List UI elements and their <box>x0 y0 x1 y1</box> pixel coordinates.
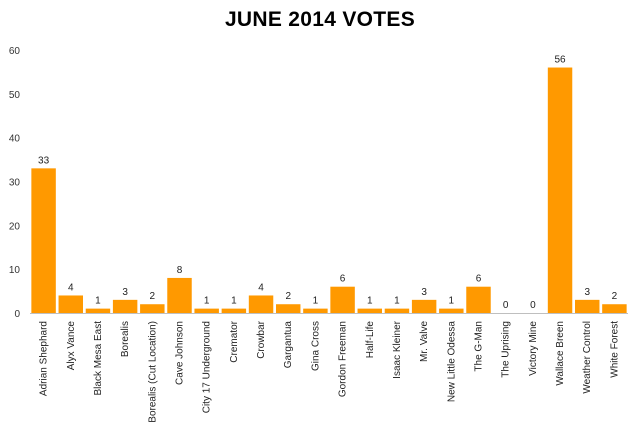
data-label: 0 <box>503 300 509 311</box>
x-tick-label: Gordon Freeman <box>338 321 349 397</box>
x-tick-label: Gina Cross <box>310 321 321 371</box>
x-tick-label: Half-Life <box>365 321 376 359</box>
x-tick-label: Borealis <box>120 321 131 357</box>
data-label: 1 <box>394 296 400 307</box>
bar <box>167 277 192 313</box>
data-label: 4 <box>68 282 74 293</box>
data-label: 1 <box>95 296 101 307</box>
bar <box>602 304 627 313</box>
y-axis: 0 10 20 30 40 50 60 <box>9 46 21 320</box>
x-tick-label: Mr. Valve <box>419 321 430 362</box>
bar <box>31 168 56 313</box>
x-tick-label: Borealis (Cut Location) <box>147 321 158 423</box>
data-label: 6 <box>476 274 482 285</box>
data-label: 1 <box>231 296 237 307</box>
x-tick-label: Weather Control <box>582 321 593 394</box>
data-label: 33 <box>38 155 50 166</box>
data-label: 8 <box>177 265 183 276</box>
bar <box>303 308 328 313</box>
data-label: 3 <box>421 287 427 298</box>
bar <box>547 67 573 313</box>
data-label: 4 <box>258 282 264 293</box>
bar <box>58 295 83 313</box>
data-label: 6 <box>340 274 346 285</box>
data-label: 2 <box>150 291 156 302</box>
data-label: 1 <box>204 296 210 307</box>
x-tick-label: Adrian Shephard <box>39 321 50 396</box>
y-tick-label: 10 <box>9 265 21 276</box>
data-label: 3 <box>122 287 128 298</box>
bar <box>112 299 138 313</box>
y-tick-label: 0 <box>14 309 20 320</box>
x-tick-label: The Uprising <box>501 321 512 378</box>
data-label: 1 <box>367 296 373 307</box>
data-label: 1 <box>449 296 455 307</box>
x-tick-label: Victory Mine <box>528 321 539 376</box>
x-tick-label: Alyx Vance <box>66 321 77 371</box>
x-tick-label: The G-Man <box>474 321 485 372</box>
x-tick-label: White Forest <box>609 321 620 378</box>
y-tick-label: 50 <box>9 90 21 101</box>
x-tick-label: Wallace Breen <box>555 321 566 386</box>
bar <box>384 308 410 313</box>
x-tick-label: Cremator <box>229 320 240 362</box>
bar <box>85 308 111 313</box>
bars <box>31 67 627 313</box>
bar <box>411 299 437 313</box>
bar <box>466 286 491 313</box>
y-tick-label: 60 <box>9 46 21 57</box>
x-tick-label: Crowbar <box>256 320 267 358</box>
data-label: 1 <box>313 296 319 307</box>
bar <box>276 304 301 313</box>
data-label: 0 <box>530 300 536 311</box>
x-tick-label: Gargantua <box>283 321 294 369</box>
x-tick-label: City 17 Underground <box>202 321 213 413</box>
x-axis: Adrian Shephard Alyx Vance Black Mesa East… <box>30 313 628 423</box>
x-tick-label: Cave Johnson <box>175 321 186 385</box>
bar <box>439 308 464 313</box>
x-tick-label: Isaac Kleiner <box>392 320 403 378</box>
y-tick-label: 30 <box>9 178 21 189</box>
data-label: 2 <box>285 291 291 302</box>
y-tick-label: 20 <box>9 221 21 232</box>
data-label: 56 <box>554 55 566 66</box>
bar <box>357 308 382 313</box>
y-tick-label: 40 <box>9 134 21 145</box>
bar <box>140 304 165 313</box>
bar <box>330 286 355 313</box>
data-label: 2 <box>612 291 618 302</box>
data-label: 3 <box>584 287 590 298</box>
chart-title: JUNE 2014 VOTES <box>224 8 416 31</box>
bar <box>575 299 600 313</box>
bar <box>194 308 219 313</box>
x-tick-label: Black Mesa East <box>93 321 104 396</box>
bar <box>221 308 247 313</box>
x-tick-label: New Little Odessa <box>446 321 457 403</box>
bar <box>248 295 274 313</box>
